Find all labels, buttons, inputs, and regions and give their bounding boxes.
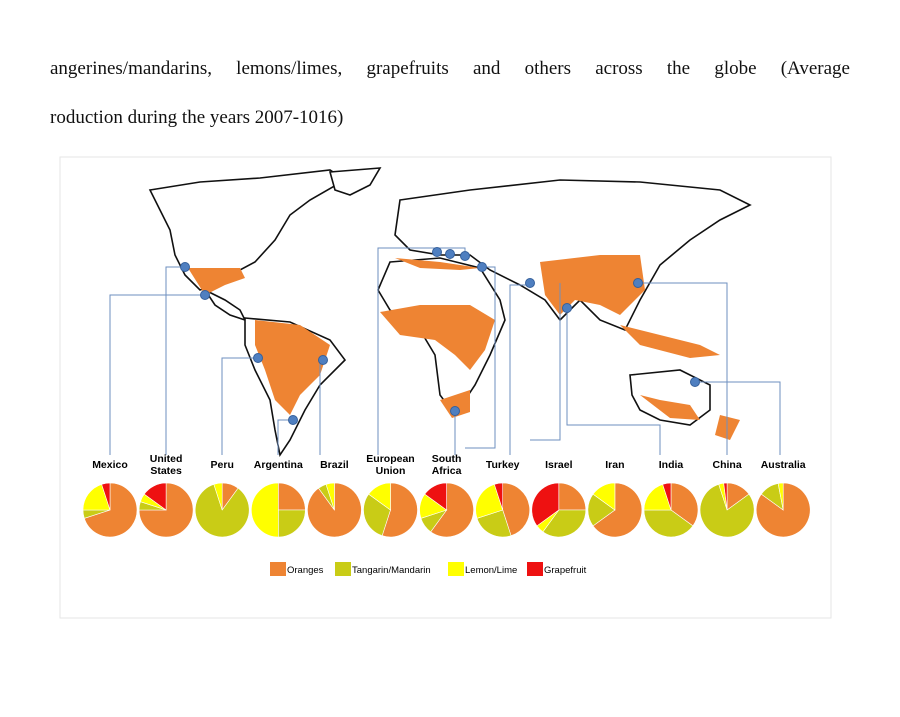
pie-slice: [643, 509, 694, 538]
pie-slice: [251, 482, 279, 538]
connectors: [109, 247, 781, 455]
pie-label: United States: [150, 453, 183, 477]
pie-label: Mexico: [92, 459, 128, 471]
pie-label: Peru: [211, 459, 234, 471]
legend-label: Grapefruit: [544, 565, 587, 576]
pie-slice: [542, 509, 587, 538]
pie-slice: [723, 482, 728, 511]
pie-slice: [475, 483, 504, 519]
pie-slice: [430, 482, 474, 538]
legend-label: Tangarin/Mandarin: [352, 565, 431, 576]
pie-slice: [278, 482, 306, 511]
legend-swatch: [527, 562, 543, 576]
pie-slice: [670, 482, 699, 527]
pie-slice: [363, 493, 391, 537]
pie-slice: [101, 482, 111, 511]
pie-label: China: [713, 459, 742, 471]
pie-label: European Union: [366, 453, 414, 477]
pie-slice: [531, 482, 560, 527]
pie-label: Turkey: [486, 459, 520, 471]
pie-label: Brazil: [320, 459, 349, 471]
pie-slice: [368, 482, 391, 511]
pie-slice: [143, 482, 167, 511]
pie-label: Iran: [605, 459, 624, 471]
legend-swatch: [270, 562, 286, 576]
pie-slice: [777, 482, 784, 511]
legend-swatch: [335, 562, 351, 576]
pie-slice: [476, 509, 512, 538]
pie-slice: [194, 483, 250, 538]
pie-slice: [592, 482, 616, 511]
pie-slice: [502, 482, 531, 537]
legend-label: Oranges: [287, 565, 324, 576]
pie-slice: [493, 482, 503, 511]
world-map: [148, 167, 752, 458]
paragraph-line: roduction during the years 2007-1016): [50, 107, 344, 128]
pie-slice: [592, 482, 643, 538]
pie-label: Argentina: [254, 459, 303, 471]
legend-swatch: [448, 562, 464, 576]
pie-label: South Africa: [432, 453, 462, 477]
pie-slice: [558, 482, 587, 511]
pie-label: Australia: [761, 459, 806, 471]
paragraph-line: angerines/mandarins, lemons/limes, grape…: [50, 58, 850, 79]
legend-label: Lemon/Lime: [465, 565, 517, 576]
pie-slice: [381, 482, 418, 538]
pie-slice: [325, 482, 335, 511]
pie-label: India: [659, 459, 684, 471]
pie-slice: [83, 482, 138, 538]
pie-slice: [699, 483, 755, 538]
pie-slice: [662, 482, 672, 511]
pie-label: Israel: [545, 459, 573, 471]
pie-slice: [278, 509, 306, 538]
pie-slice: [213, 482, 223, 511]
pie-slice: [424, 482, 447, 511]
